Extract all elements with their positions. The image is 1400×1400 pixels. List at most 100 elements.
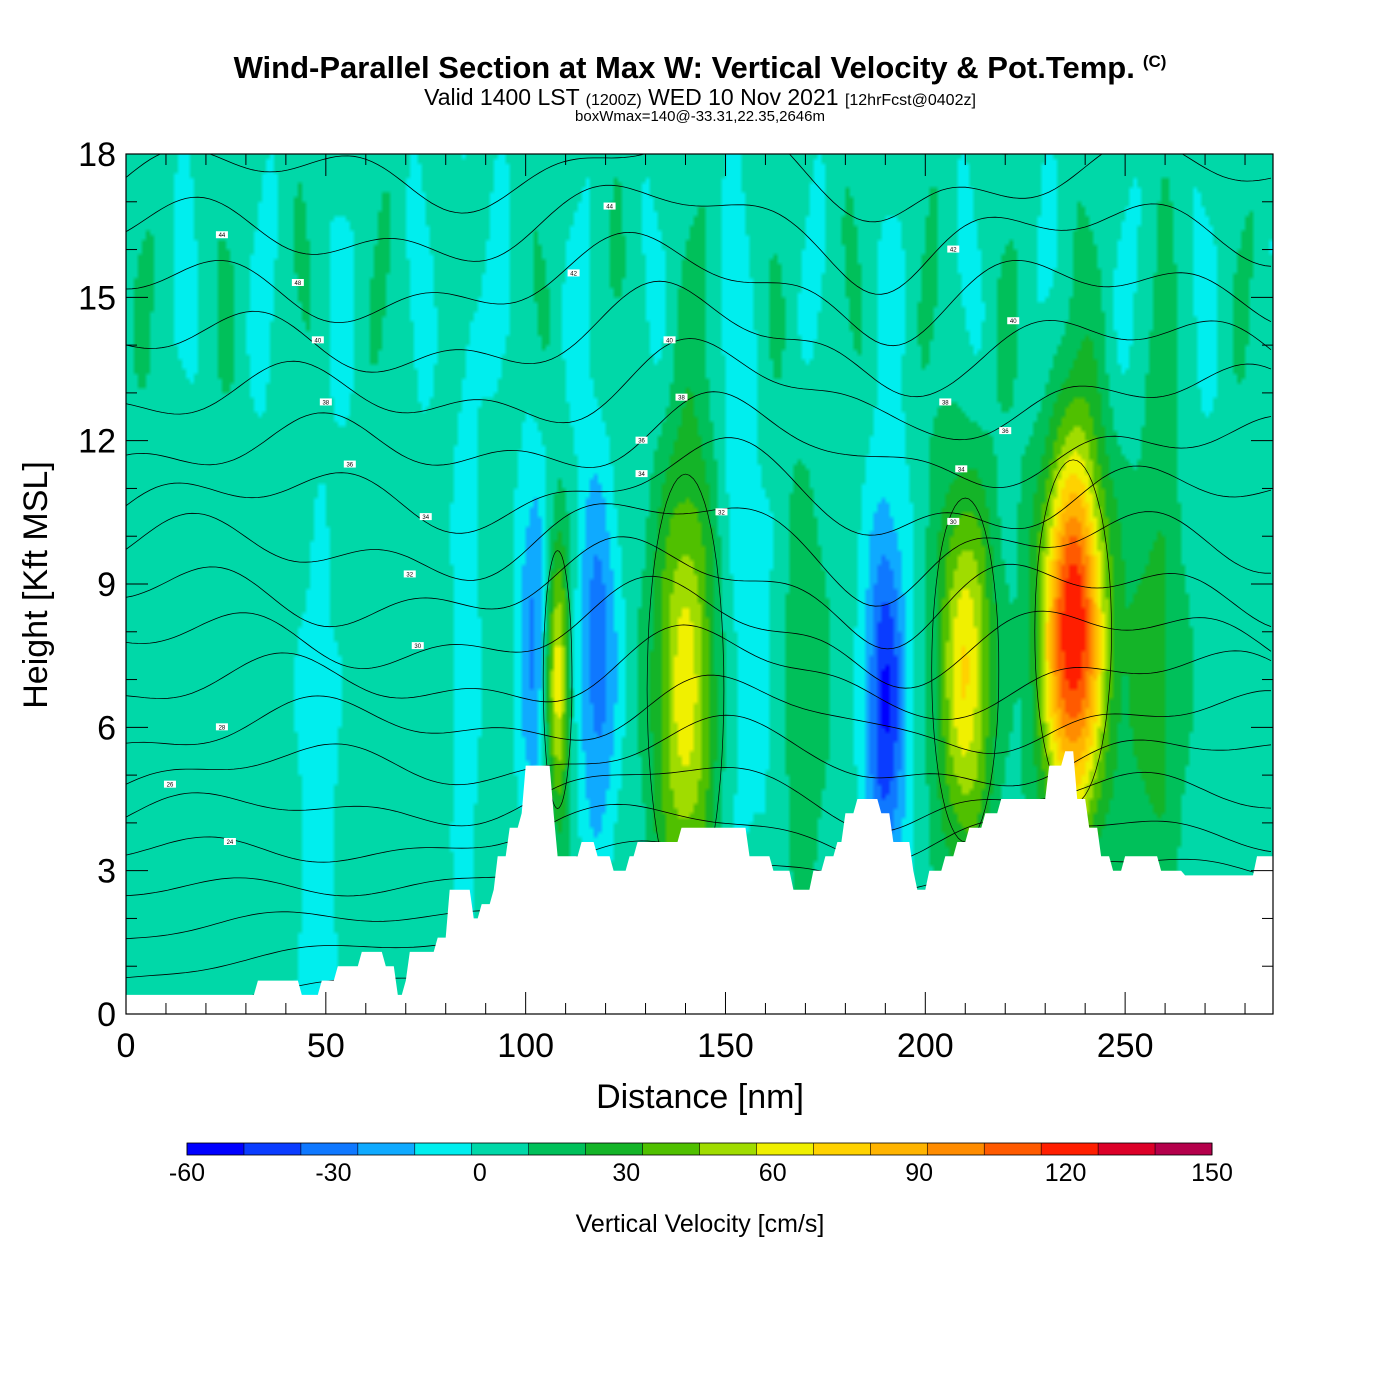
theta-label-bg xyxy=(311,336,324,344)
theta-label-bg xyxy=(411,642,424,650)
x-tick-label: 0 xyxy=(117,1027,136,1065)
y-tick-label: 9 xyxy=(97,566,116,604)
y-tick-label: 3 xyxy=(97,853,116,891)
x-tick-label: 150 xyxy=(697,1027,754,1065)
theta-label-bg xyxy=(663,336,676,344)
colorbar-swatch xyxy=(984,1143,1042,1155)
theta-contour-labels: 44 48 40 38 36 34 32 30 28 26 24 44 42 40 38 36 34 32 42 40… xyxy=(163,202,1020,846)
theta-label: 32 xyxy=(403,570,416,578)
theta-label: 48 xyxy=(291,279,304,287)
theta-contour xyxy=(126,154,1272,223)
theta-label-bg xyxy=(343,460,356,468)
theta-label-bg xyxy=(215,231,228,239)
theta-label: 36 xyxy=(343,460,356,469)
colorbar-swatch xyxy=(642,1143,700,1155)
theta-label-text: 40 xyxy=(666,338,673,344)
theta-label-bg xyxy=(603,202,616,210)
theta-contour xyxy=(126,0,1271,94)
chart-title-text: Wind-Parallel Section at Max W: Vertical… xyxy=(233,50,1135,85)
theta-label: 30 xyxy=(947,517,960,526)
colorbar-swatch xyxy=(528,1143,587,1155)
theta-label-text: 40 xyxy=(1010,319,1017,325)
theta-label: 40 xyxy=(1007,317,1020,325)
theta-label-bg xyxy=(947,517,960,525)
theta-label: 42 xyxy=(567,269,580,277)
theta-label: 44 xyxy=(215,231,228,239)
box-wmax-info: boxWmax=140@-33.31,22.35,2646m xyxy=(575,108,825,125)
x-tick-label: 50 xyxy=(307,1027,345,1065)
x-tick-label: 200 xyxy=(897,1027,954,1065)
theta-contour xyxy=(126,0,1271,41)
colorbar-swatch xyxy=(357,1143,416,1155)
theta-contour xyxy=(126,437,1272,536)
colorbar-frame xyxy=(186,1142,1213,1156)
theta-label-bg xyxy=(319,398,332,406)
theta-label-bg xyxy=(939,398,952,406)
colorbar-tick-label: -30 xyxy=(315,1159,351,1187)
colorbar-swatch xyxy=(471,1143,530,1155)
theta-label-text: 44 xyxy=(219,233,226,239)
theta-label-text: 30 xyxy=(414,644,421,650)
colorbar-tick-label: 120 xyxy=(1045,1159,1087,1187)
theta-label-text: 36 xyxy=(638,439,645,445)
colorbar-swatch xyxy=(300,1143,359,1155)
theta-label-text: 40 xyxy=(314,338,321,344)
theta-label-text: 42 xyxy=(570,271,577,277)
theta-label: 28 xyxy=(215,723,228,731)
theta-contour xyxy=(996,154,1014,155)
theta-label-text: 38 xyxy=(942,400,949,406)
theta-label-bg xyxy=(291,279,304,286)
theta-label-text: 34 xyxy=(958,467,965,473)
theta-label: 32 xyxy=(715,508,728,516)
w-contour xyxy=(931,497,1000,843)
y-tick-label: 12 xyxy=(78,423,116,461)
colorbar-swatch xyxy=(585,1143,644,1155)
theta-label-text: 42 xyxy=(950,248,957,254)
colorbar-swatch xyxy=(756,1143,814,1155)
colorbar-tick-label: 60 xyxy=(759,1159,787,1187)
w-contour xyxy=(1034,459,1112,805)
terrain-mask xyxy=(126,751,1273,1014)
theta-contour xyxy=(126,503,1271,607)
theta-contour xyxy=(126,184,1272,295)
theta-label-bg xyxy=(999,427,1012,435)
y-tick-label: 18 xyxy=(78,136,116,174)
theta-label-text: 38 xyxy=(678,396,685,402)
theta-contour xyxy=(126,536,1272,650)
theta-label-bg xyxy=(419,513,432,521)
zulu-time: (1200Z) xyxy=(585,92,642,109)
theta-label-bg xyxy=(635,436,648,444)
theta-label: 36 xyxy=(635,436,648,445)
theta-label-text: 34 xyxy=(638,472,645,478)
theta-label-bg xyxy=(163,780,176,788)
w-contour xyxy=(542,550,573,809)
colorbar-swatch xyxy=(1155,1143,1213,1155)
theta-label: 34 xyxy=(955,465,968,473)
vertical-velocity-field: 44 48 40 38 36 34 32 30 28 26 24 44 42 40 38 36 34 32 42 40… xyxy=(126,0,1273,1014)
theta-label-text: 36 xyxy=(1002,429,1009,435)
colorbar-swatch xyxy=(187,1143,245,1155)
theta-label: 42 xyxy=(947,245,960,254)
x-tick-label: 250 xyxy=(1097,1027,1154,1065)
theta-label-bg xyxy=(1007,317,1020,325)
theta-contour xyxy=(126,575,1272,689)
theta-label: 38 xyxy=(939,398,952,406)
theta-label: 38 xyxy=(675,393,688,402)
colorbar-swatch xyxy=(1098,1143,1156,1155)
theta-label-text: 48 xyxy=(295,281,302,287)
y-tick-label: 6 xyxy=(97,709,116,747)
theta-label-text: 32 xyxy=(406,572,413,578)
theta-label-text: 44 xyxy=(606,205,613,211)
theta-label-text: 28 xyxy=(219,725,226,731)
valid-time: Valid 1400 LST xyxy=(424,84,580,110)
theta-label-text: 32 xyxy=(718,510,725,516)
colorbar-swatch xyxy=(414,1143,473,1155)
theta-label-text: 34 xyxy=(422,515,429,521)
theta-contour xyxy=(126,674,1271,754)
y-axis-label: Height [Kft MSL] xyxy=(17,461,55,709)
theta-label-bg xyxy=(675,393,688,401)
colorbar: -60 -30 0 30 60 90 120 150 xyxy=(169,1142,1233,1187)
theta-label-bg xyxy=(715,508,728,516)
